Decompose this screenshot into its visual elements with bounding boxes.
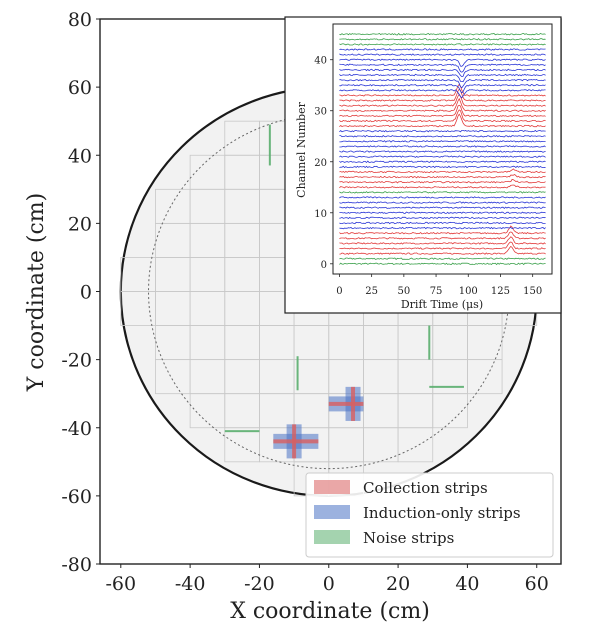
inset-y-tick-label: 30 bbox=[314, 107, 327, 118]
collection-strip bbox=[292, 424, 297, 459]
legend-swatch-induction bbox=[314, 505, 350, 519]
inset-waveform-plot: 0 25 50 75 100 125 150 0 10 20 30 40 Drift Time (μs… bbox=[284, 16, 562, 314]
collection-strip bbox=[328, 401, 364, 406]
channel-trace bbox=[339, 97, 546, 112]
y-tick-label: -60 bbox=[61, 486, 92, 508]
channel-trace bbox=[339, 174, 546, 179]
legend-box bbox=[305, 472, 554, 558]
channel-trace bbox=[339, 78, 546, 89]
channel-trace bbox=[339, 211, 546, 215]
channel-trace bbox=[339, 184, 546, 189]
channel-trace bbox=[339, 129, 546, 133]
channel-trace bbox=[339, 73, 546, 83]
x-tick-label: -40 bbox=[175, 573, 206, 595]
y-axis-label: Y coordinate (cm) bbox=[24, 193, 49, 392]
channel-trace bbox=[339, 134, 546, 138]
channel-trace bbox=[339, 201, 546, 204]
channel-trace bbox=[339, 58, 546, 67]
y-tick-label: -80 bbox=[61, 554, 92, 576]
inset-plot-area bbox=[332, 23, 553, 275]
inset-x-axis-label: Drift Time (μs) bbox=[401, 298, 483, 311]
y-tick-label: 0 bbox=[80, 282, 92, 304]
channel-trace bbox=[339, 83, 546, 97]
channel-trace bbox=[339, 231, 546, 240]
channel-trace bbox=[339, 236, 546, 245]
inset-x-tick-label: 100 bbox=[459, 286, 478, 297]
collection-strip bbox=[351, 386, 356, 421]
channel-trace bbox=[339, 113, 546, 128]
legend-label-collection: Collection strips bbox=[363, 479, 488, 497]
legend-swatch-collection bbox=[314, 480, 350, 494]
y-tick-label: 20 bbox=[68, 213, 92, 235]
inset-x-tick-label: 150 bbox=[523, 286, 542, 297]
channel-trace bbox=[339, 63, 546, 73]
channel-trace bbox=[339, 43, 546, 46]
channel-trace bbox=[339, 68, 546, 78]
channel-trace bbox=[339, 257, 546, 260]
inset-y-tick-label: 10 bbox=[314, 209, 327, 220]
channel-trace bbox=[339, 262, 546, 266]
channel-trace bbox=[339, 140, 546, 143]
x-tick-label: -60 bbox=[105, 573, 136, 595]
legend-label-induction: Induction-only strips bbox=[363, 504, 521, 522]
inset-x-tick-label: 75 bbox=[430, 286, 443, 297]
noise-strip bbox=[268, 124, 271, 166]
y-tick-label: 80 bbox=[68, 9, 92, 31]
noise-strip bbox=[428, 325, 431, 360]
channel-trace bbox=[339, 38, 546, 41]
channel-trace bbox=[339, 150, 546, 153]
channel-trace bbox=[339, 84, 546, 94]
channel-trace bbox=[339, 93, 546, 107]
channel-trace bbox=[339, 160, 546, 164]
y-tick-label: 40 bbox=[68, 145, 92, 167]
inset-x-tick-label: 25 bbox=[365, 286, 378, 297]
channel-trace bbox=[339, 145, 546, 148]
y-tick-label: -20 bbox=[61, 350, 92, 372]
noise-strip bbox=[429, 385, 464, 388]
legend: Collection strips Induction-only strips … bbox=[305, 472, 554, 558]
channel-trace bbox=[339, 32, 546, 36]
channel-trace bbox=[339, 48, 546, 51]
y-tick-label: -40 bbox=[61, 418, 92, 440]
channel-trace bbox=[339, 216, 546, 220]
inset-y-tick-label: 0 bbox=[321, 260, 327, 271]
x-tick-label: -20 bbox=[244, 573, 275, 595]
inset-y-tick-label: 40 bbox=[314, 56, 327, 67]
x-tick-label: 0 bbox=[323, 573, 335, 595]
legend-swatch-noise bbox=[314, 530, 350, 544]
channel-trace bbox=[339, 245, 546, 255]
noise-strip bbox=[296, 356, 299, 391]
channel-trace bbox=[339, 168, 546, 174]
channel-trace bbox=[339, 155, 546, 158]
y-tick-label: 60 bbox=[68, 77, 92, 99]
legend-label-noise: Noise strips bbox=[363, 529, 454, 547]
channel-trace bbox=[339, 88, 546, 102]
channel-trace bbox=[339, 221, 546, 225]
channel-trace bbox=[339, 89, 546, 99]
channel-trace bbox=[339, 165, 546, 169]
x-tick-label: 20 bbox=[386, 573, 410, 595]
channel-trace bbox=[339, 109, 546, 123]
x-tick-label: 40 bbox=[455, 573, 479, 595]
inset-x-tick-label: 50 bbox=[397, 286, 410, 297]
channel-trace bbox=[339, 225, 546, 235]
channel-trace bbox=[339, 226, 546, 230]
channel-trace bbox=[339, 241, 546, 250]
channel-trace bbox=[339, 191, 546, 194]
x-axis-label: X coordinate (cm) bbox=[230, 599, 430, 624]
channel-trace bbox=[339, 104, 546, 118]
x-tick-label: 60 bbox=[525, 573, 549, 595]
channel-trace bbox=[339, 196, 546, 199]
inset-y-tick-label: 20 bbox=[314, 158, 327, 169]
inset-x-tick-label: 125 bbox=[491, 286, 510, 297]
channel-trace bbox=[339, 178, 546, 184]
channel-trace bbox=[339, 206, 546, 209]
inset-x-tick-label: 0 bbox=[336, 286, 342, 297]
channel-trace bbox=[339, 53, 546, 56]
inset-y-axis-label: Channel Number bbox=[295, 101, 308, 197]
noise-strip bbox=[224, 430, 260, 433]
